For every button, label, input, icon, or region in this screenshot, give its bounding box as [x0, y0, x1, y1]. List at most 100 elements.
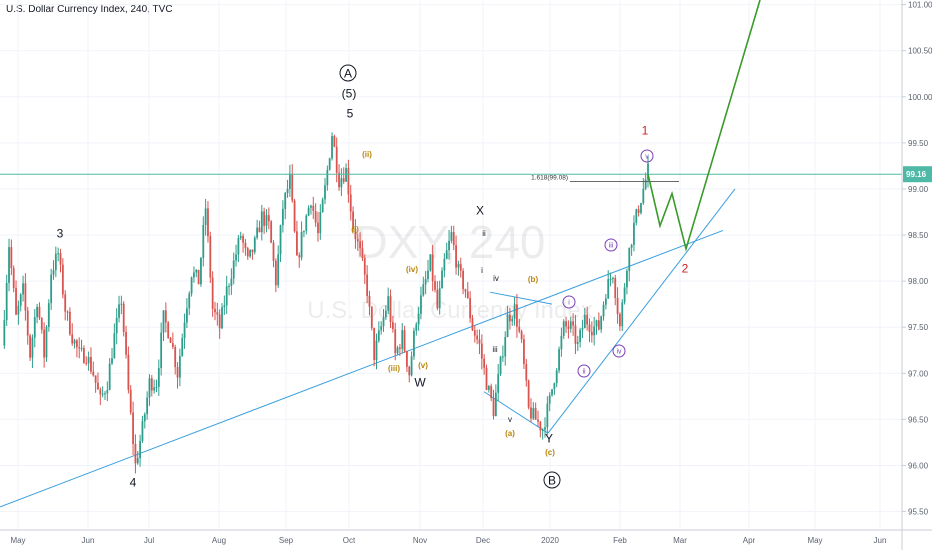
candle-body — [87, 357, 90, 364]
wave-label: (a) — [505, 429, 515, 438]
candle-body — [410, 356, 413, 376]
wave-label: i — [568, 300, 570, 307]
candle-body — [90, 357, 92, 372]
candle-body — [611, 277, 614, 280]
candle-body — [429, 254, 432, 271]
fib-label: 1.618(99.08) — [531, 175, 568, 182]
candle-body — [111, 358, 113, 364]
candle-body — [619, 313, 621, 327]
candle-body — [10, 247, 13, 269]
wave-label: ii — [482, 229, 486, 238]
projection-path — [647, 0, 761, 252]
candle-body — [331, 136, 333, 159]
chart-title: U.S. Dollar Currency Index, 240, TVC — [6, 4, 173, 15]
candle-body — [193, 272, 195, 278]
wave-label: X — [476, 203, 484, 217]
y-tick-label: 98.50 — [908, 231, 929, 240]
wave-label: (b) — [528, 275, 539, 284]
candle-body — [113, 333, 116, 359]
wave-label: (iii) — [388, 364, 400, 373]
candle-body — [366, 274, 369, 296]
candle-body — [633, 222, 635, 245]
wave-labels: 34A(5)5(ii)(i)(iv)(iii) (v)WXiiiiviiiv(b)… — [57, 64, 689, 489]
candle-body — [225, 286, 228, 306]
candle-body — [253, 237, 256, 253]
candle-body — [417, 313, 420, 325]
candle-body — [197, 269, 200, 285]
candles — [3, 132, 649, 474]
candle-body — [623, 287, 626, 303]
wave-label-circle — [562, 295, 576, 309]
wave-label: i — [481, 266, 483, 275]
candle-body — [443, 258, 446, 271]
candle-body — [567, 326, 570, 329]
candle-body — [389, 296, 392, 323]
wave-label: 1 — [642, 123, 649, 137]
overlays: 1.618(99.08) 99.16 — [0, 0, 932, 252]
x-tick-label: Oct — [343, 536, 356, 545]
y-tick-label: 99.50 — [908, 139, 929, 148]
candle-body — [317, 222, 319, 234]
candle-body — [129, 389, 132, 413]
candle-body — [445, 250, 448, 259]
candle-body — [59, 253, 62, 265]
wave-label-circle — [543, 471, 561, 489]
candle-body — [380, 326, 383, 331]
candle-body — [527, 380, 530, 408]
candle-body — [431, 254, 434, 282]
y-tick-label: 97.00 — [908, 369, 929, 378]
candle-body — [223, 305, 226, 308]
y-tick-label: 96.00 — [908, 461, 929, 470]
candle-body — [523, 339, 525, 364]
candle-body — [462, 270, 464, 290]
y-tick-label: 96.50 — [908, 415, 929, 424]
candle-body — [450, 232, 453, 241]
candle-body — [162, 310, 165, 333]
wedge-left-lower — [483, 391, 549, 434]
candle-body — [464, 289, 467, 292]
candle-body — [359, 241, 362, 249]
candle-body — [593, 326, 596, 336]
candle-body — [83, 348, 85, 363]
candle-body — [235, 254, 237, 261]
candle-body — [99, 389, 102, 395]
candle-body — [342, 178, 345, 182]
candle-body — [476, 335, 479, 340]
candle-body — [26, 310, 29, 336]
candle-body — [356, 239, 359, 242]
wave-label: (c) — [545, 448, 555, 457]
wave-label: (i) — [351, 225, 359, 234]
candle-body — [216, 312, 219, 315]
y-tick-label: 100.00 — [908, 93, 932, 102]
candle-body — [190, 277, 193, 294]
wave-label: 2 — [682, 261, 689, 275]
candle-body — [534, 408, 537, 420]
wedge-lower-line — [547, 188, 736, 434]
wave-label: (iv) — [406, 265, 418, 274]
candle-body — [244, 242, 247, 249]
candle-body — [319, 212, 322, 234]
candle-body — [398, 347, 401, 349]
wave-label-circle — [339, 64, 357, 82]
candle-body — [94, 375, 97, 383]
candle-body — [520, 331, 523, 340]
candle-body — [73, 340, 76, 344]
candle-body — [373, 327, 376, 360]
x-tick-label: May — [10, 536, 25, 545]
candle-body — [176, 367, 179, 378]
candle-body — [29, 335, 31, 358]
candle-body — [66, 311, 69, 313]
candle-body — [279, 225, 282, 255]
candle-body — [284, 193, 287, 209]
candle-body — [452, 232, 455, 246]
candle-body — [296, 231, 298, 256]
candle-body — [249, 249, 252, 257]
candle-body — [171, 342, 174, 347]
candle-body — [19, 294, 22, 306]
candle-body — [644, 179, 647, 189]
candle-body — [136, 458, 139, 464]
candle-body — [36, 306, 39, 318]
x-tick-label: 2020 — [541, 536, 559, 545]
candle-body — [607, 279, 610, 299]
